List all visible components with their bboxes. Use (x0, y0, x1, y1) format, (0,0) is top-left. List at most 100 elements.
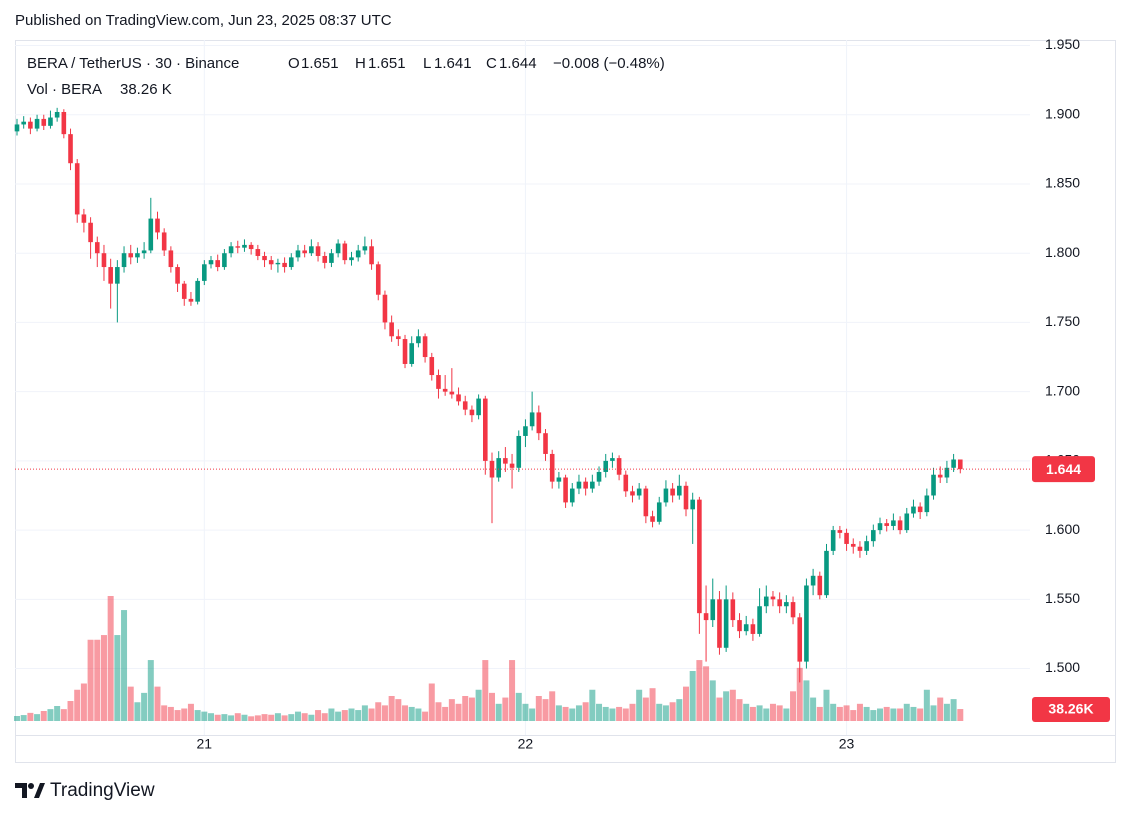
candle-body (509, 463, 515, 468)
volume-bar (529, 708, 536, 721)
candle-body (309, 246, 314, 254)
candle-body (489, 460, 495, 478)
volume-bar (689, 671, 696, 721)
close-value: 1.644 (499, 55, 537, 72)
brand-name: TradingView (50, 780, 155, 801)
volume-bar (950, 699, 957, 721)
candle-body (389, 322, 394, 337)
volume-bar (589, 689, 596, 721)
candle-body (483, 398, 488, 461)
candle-body (335, 243, 341, 254)
volume-bar (669, 702, 676, 721)
volume-bar (348, 708, 355, 721)
candle-body (429, 357, 435, 376)
candle-body (135, 253, 140, 258)
candle-body (161, 232, 167, 251)
volume-bar (475, 689, 482, 721)
volume-bar (234, 713, 241, 721)
candle-body (329, 253, 334, 263)
volume-bar (388, 696, 395, 721)
candle-body (349, 257, 354, 261)
candle-body (710, 599, 716, 621)
candle-body (569, 488, 575, 503)
volume-bar (482, 660, 489, 721)
candle-body (202, 264, 207, 281)
volume-bar (241, 714, 248, 721)
volume-bar (228, 715, 235, 721)
volume-bar (100, 635, 107, 721)
candle-body (536, 412, 542, 434)
candle-body (369, 246, 374, 265)
volume-bar (355, 710, 362, 721)
volume-bar (141, 692, 148, 721)
volume-bar (14, 716, 20, 721)
candle-body (636, 488, 642, 496)
candle-body (603, 460, 609, 472)
volume-bar (890, 708, 897, 721)
y-tick-label: 1.800 (1045, 244, 1080, 260)
volume-bar (716, 697, 723, 721)
candle-body (235, 246, 241, 248)
volume-bar (208, 713, 215, 721)
volume-bar (736, 699, 743, 721)
volume-bar (509, 660, 516, 721)
candle-body (790, 602, 796, 618)
candle-body (61, 111, 67, 135)
candle-body (74, 163, 80, 215)
volume-bar (723, 691, 730, 721)
candle-body (268, 260, 274, 265)
candle-body (288, 257, 294, 268)
grid (15, 40, 1030, 735)
candle-body (697, 499, 702, 614)
candle-body (610, 458, 615, 461)
volume-bar (622, 708, 629, 721)
candle-body (924, 495, 930, 513)
volume-bar (147, 660, 154, 721)
logo-slash (34, 783, 45, 798)
candle-body (315, 246, 321, 256)
volume-bar (850, 710, 857, 721)
change-value: −0.008 (−0.48%) (553, 55, 665, 72)
candle-body (41, 118, 47, 126)
volume-bar (80, 683, 87, 721)
volume-bar (415, 708, 422, 721)
candle-body (436, 375, 441, 389)
volume-bar (34, 714, 41, 721)
high-value: 1.651 (368, 55, 406, 72)
candle-body (616, 458, 622, 475)
volume-bar (455, 703, 462, 721)
volume-bar (743, 703, 750, 721)
candle-body (737, 620, 742, 632)
volume-bar (769, 703, 776, 721)
y-tick-label: 1.950 (1045, 36, 1080, 52)
logo-mark (15, 783, 27, 798)
candle-body (503, 458, 508, 464)
candle-body (101, 253, 107, 268)
candle-body (396, 336, 401, 340)
candle-body (48, 117, 53, 126)
volume-bar (395, 699, 402, 721)
y-tick-label: 1.850 (1045, 175, 1080, 191)
volume-bar (127, 686, 134, 721)
volume-badge-label: 38.26K (1048, 701, 1093, 717)
volume-bar (161, 705, 168, 721)
candles (14, 107, 963, 683)
volume-bar (134, 702, 141, 721)
volume-bar (943, 703, 950, 721)
volume-bar (957, 709, 964, 721)
candle-body (516, 435, 522, 468)
candle-body (630, 491, 635, 496)
volume-bar (268, 714, 275, 721)
volume-bar (790, 691, 797, 721)
candle-body (877, 523, 883, 531)
candle-body (770, 596, 776, 600)
volume-bar (870, 710, 877, 721)
volume-bars (14, 596, 964, 721)
last-price-label: 1.644 (1046, 461, 1081, 477)
volume-bar (321, 713, 328, 721)
volume-bar (181, 708, 188, 721)
volume-bar (683, 686, 689, 721)
x-tick-label: 21 (197, 736, 213, 752)
volume-bar (515, 692, 522, 721)
